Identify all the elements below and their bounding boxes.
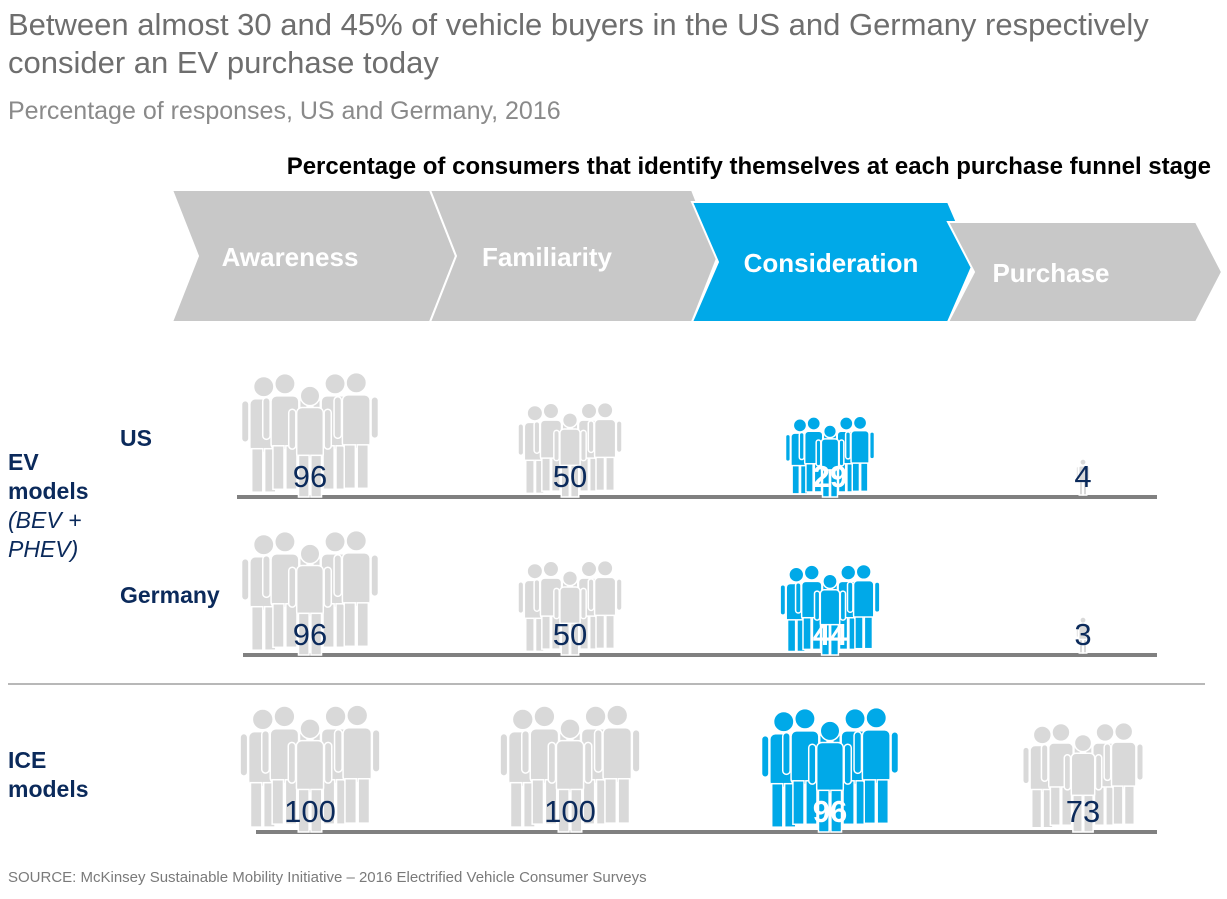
- people-icon-group: [239, 704, 381, 833]
- value-label: 100: [544, 794, 596, 829]
- page-subtitle: Percentage of responses, US and Germany,…: [8, 97, 561, 125]
- stage-label-awareness: Awareness: [222, 242, 359, 272]
- value-label: 100: [284, 794, 336, 829]
- people-icon-group: [499, 704, 641, 833]
- value-label: 96: [293, 459, 327, 494]
- people-icon-group: [240, 371, 380, 498]
- value-label: 4: [1074, 459, 1091, 494]
- value-label: 73: [1066, 794, 1100, 829]
- people-icon-group: [517, 401, 623, 498]
- people-icon-group: [784, 415, 876, 498]
- group-label-ev: EV models: [8, 449, 89, 504]
- stage-label-purchase: Purchase: [992, 258, 1109, 288]
- group-label-ice: ICE models: [8, 747, 89, 802]
- value-label: 3: [1074, 617, 1091, 652]
- value-label: 96: [293, 617, 327, 652]
- stage-label-consideration: Consideration: [744, 248, 919, 278]
- value-label: 96: [813, 794, 847, 829]
- stage-chevron-purchase: [946, 221, 1224, 323]
- people-icon-group: [1022, 721, 1144, 833]
- stage-label-familiarity: Familiarity: [482, 242, 613, 272]
- people-icon-group: [1075, 458, 1091, 496]
- people-icon-group: [517, 559, 623, 656]
- row-label-us: US: [120, 425, 152, 451]
- funnel-title: Percentage of consumers that identify th…: [286, 153, 1211, 180]
- value-label: 50: [553, 459, 587, 494]
- people-icon-group: [240, 529, 380, 656]
- people-icon-group: [760, 706, 900, 833]
- value-label: 29: [813, 459, 847, 494]
- group-sublabel-ev: (BEV + PHEV): [8, 507, 82, 562]
- source-note: SOURCE: McKinsey Sustainable Mobility In…: [8, 869, 647, 886]
- value-label: 50: [553, 617, 587, 652]
- people-icon-group: [1075, 616, 1091, 654]
- row-label-germany: Germany: [120, 582, 220, 608]
- page-title: Between almost 30 and 45% of vehicle buy…: [8, 7, 1149, 80]
- people-icon-group: [779, 563, 881, 656]
- value-label: 44: [813, 617, 848, 652]
